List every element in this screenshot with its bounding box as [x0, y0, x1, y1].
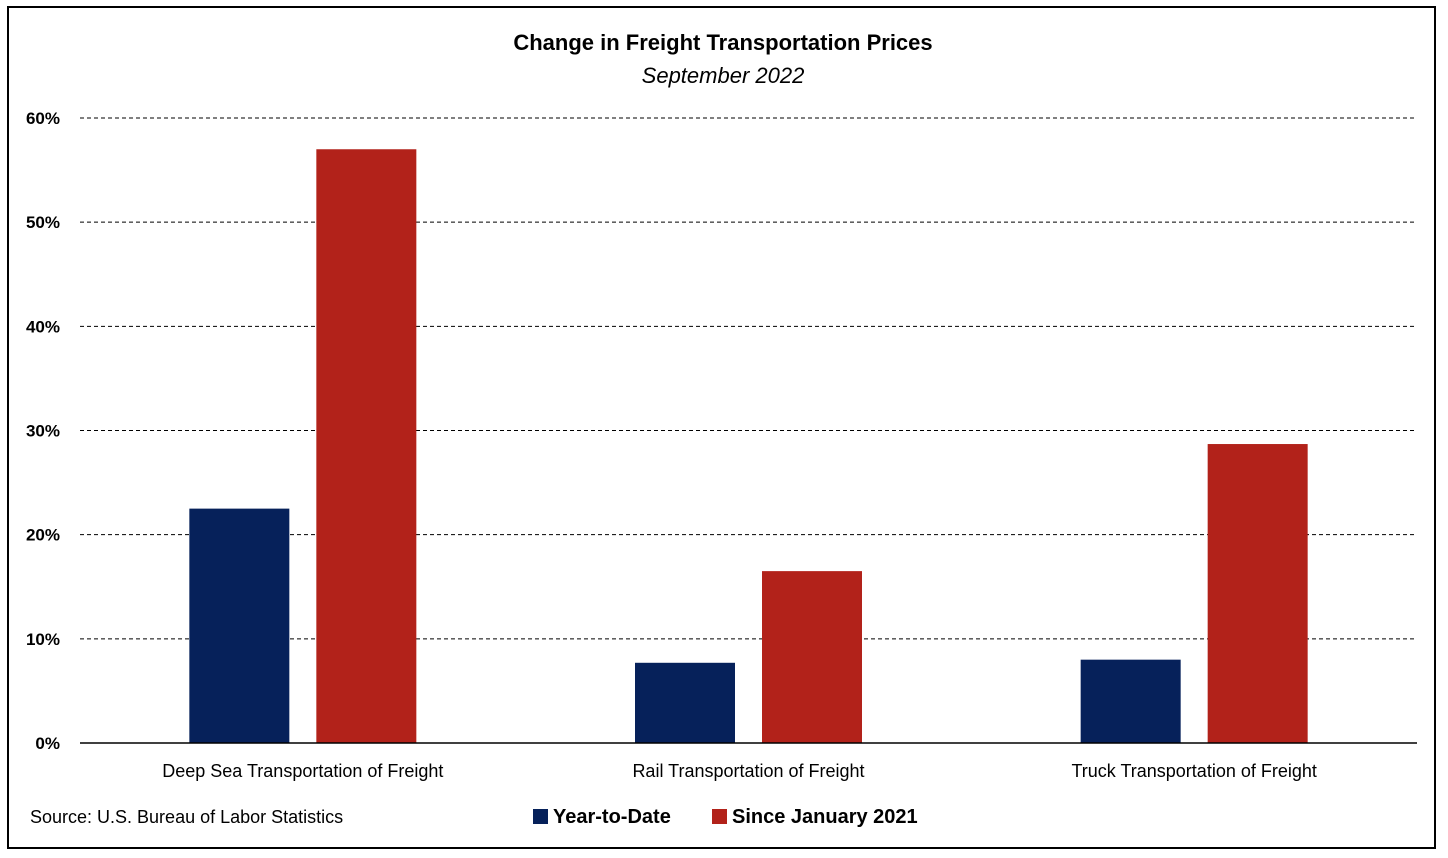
legend-label-year-to-date: Year-to-Date [553, 806, 671, 828]
bar [1207, 444, 1308, 743]
bar [635, 662, 735, 743]
chart-subtitle: September 2022 [642, 63, 805, 88]
source-note: Source: U.S. Bureau of Labor Statistics [30, 807, 343, 827]
chart-title: Change in Freight Transportation Prices [513, 30, 932, 55]
y-tick-label: 50% [26, 213, 60, 232]
y-tick-label: 30% [26, 422, 60, 441]
y-tick-label: 60% [26, 109, 60, 128]
y-tick-label: 0% [35, 734, 60, 753]
x-category-label: Truck Transportation of Freight [1071, 761, 1316, 781]
chart-frame [7, 6, 1436, 849]
legend-swatch-since-january-2021 [712, 809, 727, 824]
y-tick-label: 40% [26, 317, 60, 336]
x-category-label: Rail Transportation of Freight [632, 761, 864, 781]
bar [1080, 659, 1181, 743]
bar [316, 149, 417, 743]
y-axis-ticks: 0% 10% 20% 30% 40% 50% 60% [26, 109, 60, 753]
y-tick-label: 10% [26, 630, 60, 649]
bar [189, 508, 290, 743]
bar [762, 571, 862, 743]
category-labels: Deep Sea Transportation of Freight Rail T… [162, 761, 1317, 781]
legend: Year-to-Date Since January 2021 [533, 806, 918, 828]
legend-swatch-year-to-date [533, 809, 548, 824]
bars [189, 149, 1308, 743]
x-category-label: Deep Sea Transportation of Freight [162, 761, 443, 781]
legend-label-since-january-2021: Since January 2021 [732, 806, 918, 828]
gridlines [80, 117, 1417, 640]
y-tick-label: 20% [26, 526, 60, 545]
